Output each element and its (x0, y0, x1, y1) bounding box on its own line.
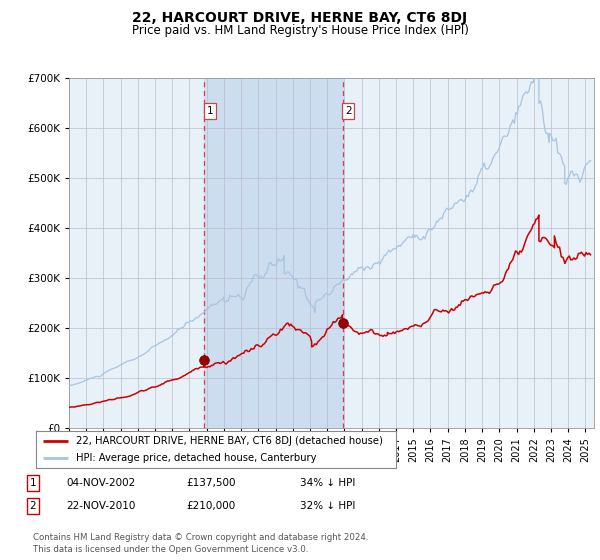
Text: 22, HARCOURT DRIVE, HERNE BAY, CT6 8DJ (detached house): 22, HARCOURT DRIVE, HERNE BAY, CT6 8DJ (… (76, 436, 382, 446)
Text: 32% ↓ HPI: 32% ↓ HPI (300, 501, 355, 511)
Text: HPI: Average price, detached house, Canterbury: HPI: Average price, detached house, Cant… (76, 453, 316, 463)
Text: 34% ↓ HPI: 34% ↓ HPI (300, 478, 355, 488)
Text: 22, HARCOURT DRIVE, HERNE BAY, CT6 8DJ: 22, HARCOURT DRIVE, HERNE BAY, CT6 8DJ (133, 11, 467, 25)
Text: 04-NOV-2002: 04-NOV-2002 (66, 478, 135, 488)
Text: £210,000: £210,000 (186, 501, 235, 511)
Text: £137,500: £137,500 (186, 478, 235, 488)
Text: 2: 2 (29, 501, 37, 511)
Text: 1: 1 (29, 478, 37, 488)
Text: Contains HM Land Registry data © Crown copyright and database right 2024.
This d: Contains HM Land Registry data © Crown c… (33, 533, 368, 554)
Text: Price paid vs. HM Land Registry's House Price Index (HPI): Price paid vs. HM Land Registry's House … (131, 24, 469, 36)
Bar (204, 78, 343, 428)
Text: 2: 2 (345, 106, 352, 116)
Text: 1: 1 (206, 106, 213, 116)
Text: 22-NOV-2010: 22-NOV-2010 (66, 501, 136, 511)
